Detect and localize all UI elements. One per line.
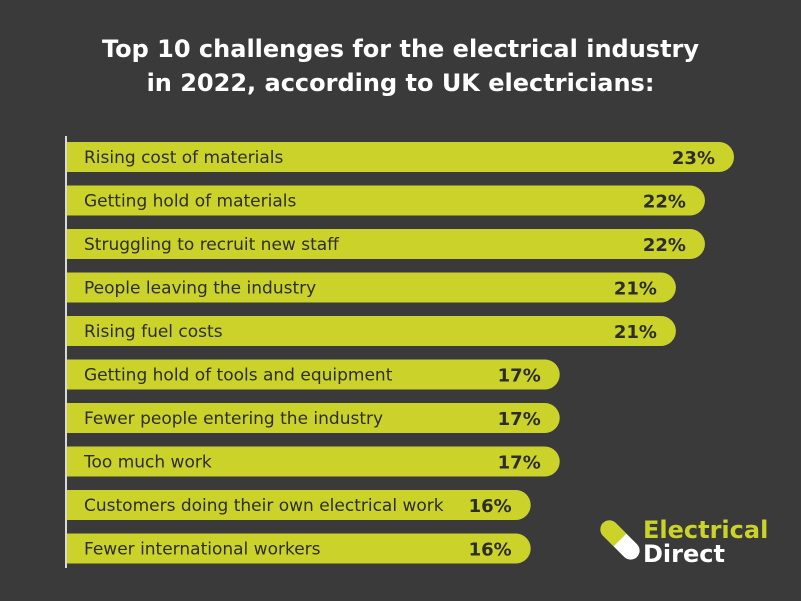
bar [66, 316, 676, 346]
bar-value-label: 16% [469, 496, 512, 517]
bar-category-label: Rising cost of materials [84, 148, 284, 168]
bar [66, 185, 705, 216]
bars-group: Rising cost of materials 23% Getting hold … [66, 142, 734, 564]
logo-text-line-1: Electrical [643, 516, 768, 544]
bar-category-label: People leaving the industry [84, 279, 316, 299]
chart-title: Top 10 challenges for the electrical ind… [0, 32, 801, 100]
bar-value-label: 23% [672, 148, 715, 169]
bar [66, 359, 560, 390]
bar-value-label: 17% [498, 453, 541, 474]
bar-category-label: Getting hold of materials [84, 192, 296, 212]
chart-title-line-1: Top 10 challenges for the electrical ind… [101, 35, 700, 63]
bar-value-label: 16% [469, 540, 512, 561]
bar-value-label: 17% [498, 366, 541, 387]
bar-value-label: 21% [614, 279, 657, 300]
bar-category-label: Fewer people entering the industry [84, 409, 383, 429]
bar [66, 229, 705, 259]
bar-category-label: Rising fuel costs [84, 322, 223, 342]
brand-logo: Electrical Direct [600, 516, 768, 568]
battery-pill-icon [600, 520, 640, 560]
bar-value-label: 21% [614, 322, 657, 343]
bar-value-label: 22% [643, 192, 686, 213]
bar-category-label: Struggling to recruit new staff [84, 235, 340, 255]
bar [66, 403, 560, 433]
bar [66, 142, 734, 172]
bar [66, 446, 560, 477]
bar-value-label: 22% [643, 235, 686, 256]
bar-value-label: 17% [498, 409, 541, 430]
bar-category-label: Customers doing their own electrical wor… [84, 496, 444, 516]
bar-category-label: Getting hold of tools and equipment [84, 366, 393, 386]
bar [66, 272, 676, 303]
bar [66, 490, 531, 520]
bar-category-label: Fewer international workers [84, 540, 321, 560]
bar [66, 533, 531, 564]
chart-title-line-2: in 2022, according to UK electricians: [146, 69, 655, 97]
bar-category-label: Too much work [83, 453, 212, 473]
logo-text-line-2: Direct [643, 540, 725, 568]
